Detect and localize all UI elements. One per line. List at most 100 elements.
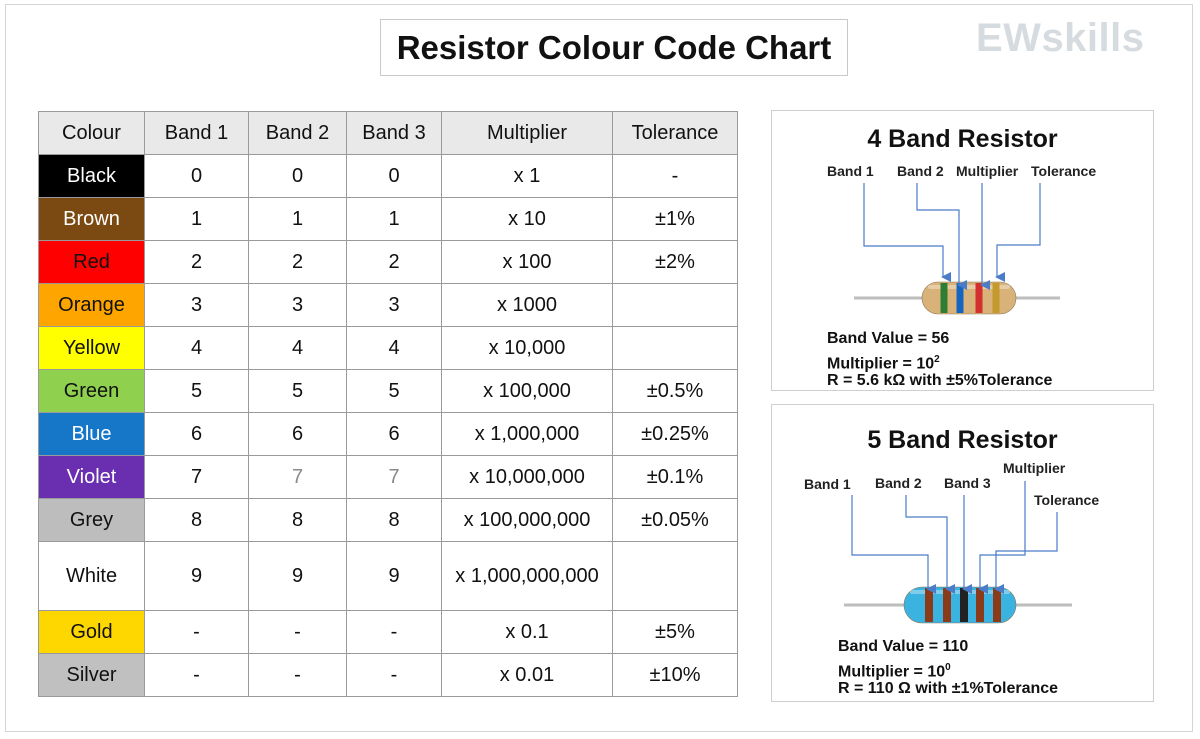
tolerance-cell: ±0.05% [612, 498, 738, 542]
band-1-cell: 4 [144, 326, 249, 370]
four-band-label-multiplier: Multiplier [956, 163, 1019, 179]
four-band-diagram [854, 183, 1060, 315]
colour-cell: Blue [38, 412, 145, 456]
multiplier-cell: x 100,000 [441, 369, 613, 413]
band-3-cell: 0 [346, 154, 442, 198]
five-band-multiplier: Multiplier = 100 [838, 662, 951, 681]
resistor-band-3 [960, 588, 968, 622]
table-row: Orange 3 3 3 x 1000 [38, 283, 738, 327]
colour-cell: Green [38, 369, 145, 413]
multiplier-cell: x 0.01 [441, 653, 613, 697]
five-band-label-band-3: Band 3 [944, 475, 991, 491]
band-1-cell: - [144, 610, 249, 654]
multiplier-cell: x 1000 [441, 283, 613, 327]
multiplier-cell: x 100 [441, 240, 613, 284]
multiplier-cell: x 100,000,000 [441, 498, 613, 542]
table-row: Yellow 4 4 4 x 10,000 [38, 326, 738, 370]
five-band-title: 5 Band Resistor [867, 426, 1058, 454]
header-band-2: Band 2 [248, 111, 347, 155]
band-3-cell: 1 [346, 197, 442, 241]
table-row: Black 0 0 0 x 1- [38, 154, 738, 198]
tolerance-cell: - [612, 154, 738, 198]
tolerance-cell [612, 541, 738, 611]
resistor-band-5 [993, 588, 1001, 622]
page-title-text: Resistor Colour Code Chart [396, 28, 832, 66]
resistor-band-4 [992, 283, 1000, 313]
page-title: Resistor Colour Code Chart [380, 19, 848, 76]
leader-line-4 [995, 183, 1041, 282]
four-band-multiplier: Multiplier = 102 [827, 354, 940, 373]
multiplier-cell: x 1,000,000,000 [441, 541, 613, 611]
four-band-result: R = 5.6 kΩ with ±5%Tolerance [827, 372, 1053, 389]
multiplier-cell: x 0.1 [441, 610, 613, 654]
leader-line-2 [905, 495, 955, 594]
band-3-cell: 8 [346, 498, 442, 542]
five-band-panel: 5 Band Resistor Band 1 Band 2 Band 3 Mul… [771, 404, 1154, 702]
band-1-cell: 9 [144, 541, 249, 611]
table-row: Green 5 5 5 x 100,000 ±0.5% [38, 369, 738, 413]
multiplier-cell: x 10,000 [441, 326, 613, 370]
band-1-cell: 5 [144, 369, 249, 413]
four-band-panel: 4 Band Resistor Band 1 Band 2 Multiplier… [771, 110, 1154, 391]
five-band-label-band-2: Band 2 [875, 475, 922, 491]
band-3-cell: 4 [346, 326, 442, 370]
colour-cell: Orange [38, 283, 145, 327]
leader-line-1 [851, 495, 936, 594]
resistor-band-1 [925, 588, 933, 622]
band-2-cell: 3 [248, 283, 347, 327]
table-header-row: Colour Band 1 Band 2 Band 3 Multiplier T… [38, 111, 738, 155]
band-2-cell: 1 [248, 197, 347, 241]
band-2-cell: - [248, 653, 347, 697]
tolerance-cell: ±10% [612, 653, 738, 697]
multiplier-cell: x 1,000,000 [441, 412, 613, 456]
band-1-cell: - [144, 653, 249, 697]
band-2-cell: 4 [248, 326, 347, 370]
four-band-label-tolerance: Tolerance [1031, 163, 1097, 179]
table-row: Blue 6 6 6 x 1,000,000 ±0.25% [38, 412, 738, 456]
band-1-cell: 2 [144, 240, 249, 284]
band-3-cell: 9 [346, 541, 442, 611]
band-3-cell: 6 [346, 412, 442, 456]
band-3-cell: 3 [346, 283, 442, 327]
resistor-band-3 [975, 283, 983, 313]
colour-cell: Red [38, 240, 145, 284]
tolerance-cell: ±0.5% [612, 369, 738, 413]
five-band-diagram [844, 481, 1072, 624]
header-band-1: Band 1 [144, 111, 249, 155]
band-2-cell: 7 [248, 455, 347, 499]
resistor-band-2 [943, 588, 951, 622]
band-2-cell: 2 [248, 240, 347, 284]
colour-cell: Grey [38, 498, 145, 542]
band-3-cell: 2 [346, 240, 442, 284]
multiplier-cell: x 10,000,000 [441, 455, 613, 499]
table-row: Gold - - - x 0.1 ±5% [38, 610, 738, 654]
multiplier-cell: x 1 [441, 154, 613, 198]
four-band-value: Band Value = 56 [827, 330, 950, 347]
four-band-label-band-1: Band 1 [827, 163, 874, 179]
colour-cell: Silver [38, 653, 145, 697]
band-1-cell: 7 [144, 455, 249, 499]
table-row: Silver - - - x 0.01 ±10% [38, 653, 738, 697]
band-1-cell: 0 [144, 154, 249, 198]
table-row: Grey 8 8 8 x 100,000,000 ±0.05% [38, 498, 738, 542]
four-band-label-band-2: Band 2 [897, 163, 944, 179]
band-3-cell: - [346, 653, 442, 697]
tolerance-cell: ±1% [612, 197, 738, 241]
ewskills-logo: EWskills [976, 16, 1145, 60]
band-2-cell: 8 [248, 498, 347, 542]
band-2-cell: 9 [248, 541, 347, 611]
five-band-label-tolerance: Tolerance [1034, 492, 1100, 508]
tolerance-cell [612, 326, 738, 370]
band-2-cell: 6 [248, 412, 347, 456]
tolerance-cell: ±0.1% [612, 455, 738, 499]
colour-cell: Gold [38, 610, 145, 654]
colour-cell: Yellow [38, 326, 145, 370]
table-row: Brown 1 1 1 x 10 ±1% [38, 197, 738, 241]
resistor-band-4 [976, 588, 984, 622]
five-band-label-multiplier: Multiplier [1003, 460, 1066, 476]
band-1-cell: 3 [144, 283, 249, 327]
four-band-title: 4 Band Resistor [867, 125, 1058, 153]
band-2-cell: 5 [248, 369, 347, 413]
resistor-band-2 [956, 283, 964, 313]
band-3-cell: 5 [346, 369, 442, 413]
